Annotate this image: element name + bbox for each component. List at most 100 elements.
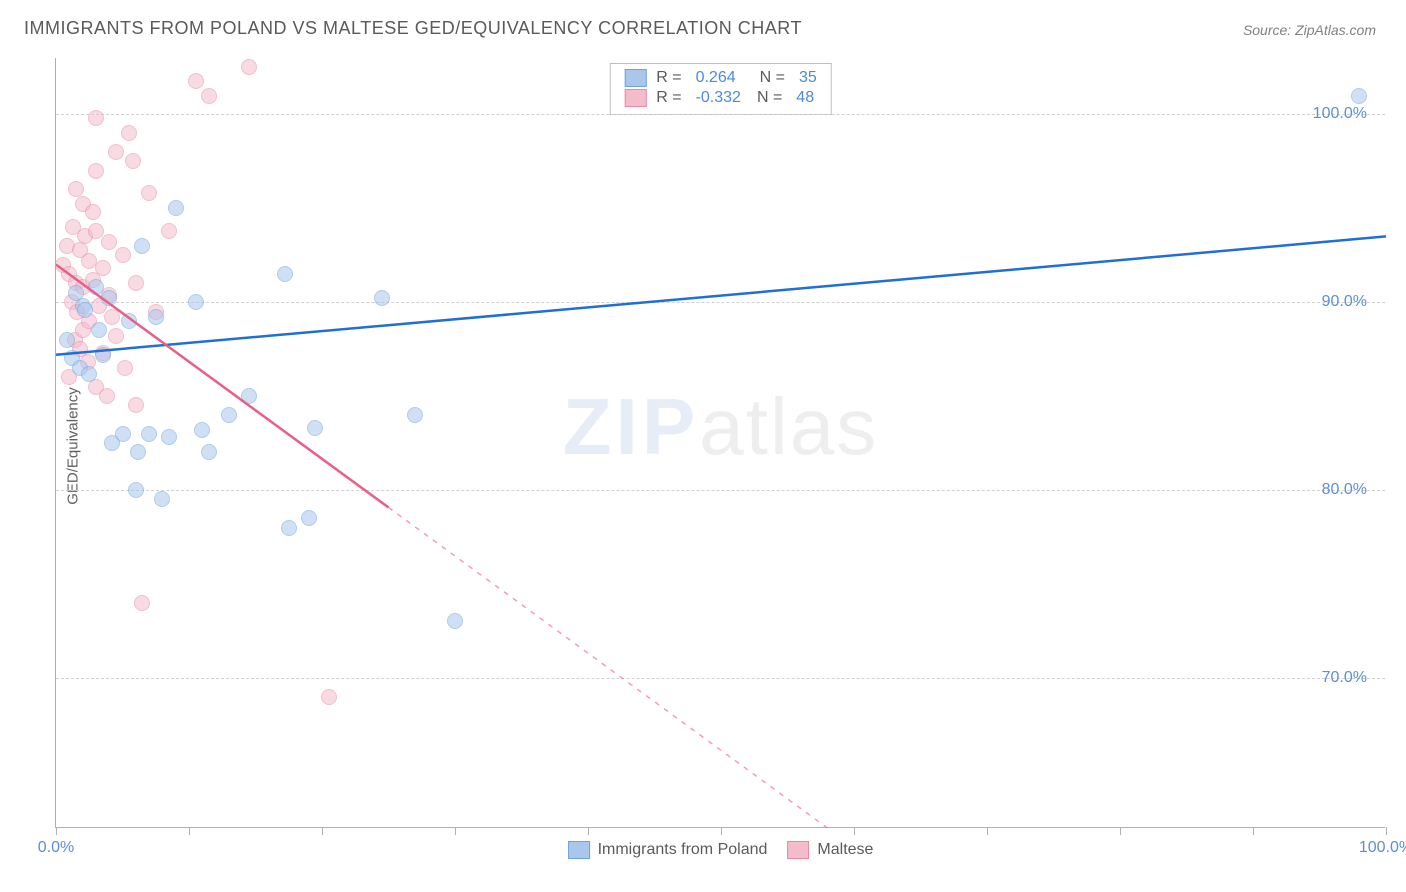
scatter-point-poland <box>128 482 144 498</box>
stats-box: R = 0.264 N = 35 R = -0.332 N = 48 <box>609 63 832 115</box>
stats-r-poland: 0.264 <box>696 69 736 87</box>
scatter-point-poland <box>154 491 170 507</box>
legend-label-poland: Immigrants from Poland <box>598 841 768 859</box>
scatter-point-poland <box>141 426 157 442</box>
scatter-point-poland <box>59 332 75 348</box>
x-tick <box>322 827 323 835</box>
scatter-point-maltese <box>117 360 133 376</box>
scatter-point-poland <box>88 279 104 295</box>
scatter-point-poland <box>188 294 204 310</box>
watermark-zip: ZIP <box>563 382 699 471</box>
scatter-point-poland <box>115 426 131 442</box>
scatter-point-poland <box>447 613 463 629</box>
trendline-dashed-maltese <box>389 507 828 828</box>
scatter-point-maltese <box>128 275 144 291</box>
stats-r-label: R = <box>656 89 681 107</box>
y-tick-label: 70.0% <box>1322 669 1367 687</box>
gridline <box>56 114 1385 115</box>
scatter-point-maltese <box>95 260 111 276</box>
y-tick-label: 90.0% <box>1322 293 1367 311</box>
stats-r-label: R = <box>656 69 681 87</box>
x-tick <box>987 827 988 835</box>
legend-label-maltese: Maltese <box>817 841 873 859</box>
stats-row-poland: R = 0.264 N = 35 <box>624 68 817 88</box>
scatter-point-poland <box>277 266 293 282</box>
scatter-point-maltese <box>161 223 177 239</box>
scatter-point-maltese <box>108 328 124 344</box>
x-tick <box>189 827 190 835</box>
swatch-maltese <box>787 841 809 859</box>
x-tick-label: 100.0% <box>1359 839 1406 857</box>
scatter-point-maltese <box>99 388 115 404</box>
scatter-point-poland <box>1351 88 1367 104</box>
gridline <box>56 302 1385 303</box>
watermark-atlas: atlas <box>699 382 878 471</box>
gridline <box>56 490 1385 491</box>
scatter-point-maltese <box>85 204 101 220</box>
scatter-point-maltese <box>88 110 104 126</box>
gridline <box>56 678 1385 679</box>
x-tick <box>56 827 57 835</box>
scatter-point-poland <box>307 420 323 436</box>
scatter-point-maltese <box>321 689 337 705</box>
scatter-point-poland <box>407 407 423 423</box>
stats-r-maltese: -0.332 <box>696 89 741 107</box>
stats-n-maltese: 48 <box>796 89 814 107</box>
scatter-point-maltese <box>141 185 157 201</box>
scatter-point-maltese <box>88 163 104 179</box>
stats-row-maltese: R = -0.332 N = 48 <box>624 88 817 108</box>
scatter-point-maltese <box>241 59 257 75</box>
scatter-point-poland <box>130 444 146 460</box>
plot-area: ZIPatlas R = 0.264 N = 35 R = -0.332 N =… <box>55 58 1385 828</box>
x-tick <box>455 827 456 835</box>
scatter-point-poland <box>134 238 150 254</box>
x-tick <box>1120 827 1121 835</box>
scatter-point-maltese <box>104 309 120 325</box>
trendline-poland <box>56 236 1386 354</box>
scatter-point-maltese <box>68 181 84 197</box>
legend-item-maltese: Maltese <box>787 841 873 859</box>
chart-title: IMMIGRANTS FROM POLAND VS MALTESE GED/EQ… <box>24 18 802 39</box>
bottom-legend: Immigrants from Poland Maltese <box>568 841 874 859</box>
scatter-point-poland <box>374 290 390 306</box>
y-tick-label: 80.0% <box>1322 481 1367 499</box>
scatter-point-maltese <box>108 144 124 160</box>
scatter-point-maltese <box>88 223 104 239</box>
swatch-maltese <box>624 89 646 107</box>
swatch-poland <box>568 841 590 859</box>
scatter-point-poland <box>194 422 210 438</box>
source-label: Source: ZipAtlas.com <box>1243 22 1376 38</box>
scatter-point-poland <box>221 407 237 423</box>
scatter-point-poland <box>121 313 137 329</box>
swatch-poland <box>624 69 646 87</box>
scatter-point-maltese <box>121 125 137 141</box>
scatter-point-poland <box>148 309 164 325</box>
x-tick <box>588 827 589 835</box>
x-tick <box>854 827 855 835</box>
watermark: ZIPatlas <box>563 381 878 473</box>
x-tick <box>1253 827 1254 835</box>
x-tick <box>721 827 722 835</box>
scatter-point-maltese <box>134 595 150 611</box>
scatter-point-poland <box>168 200 184 216</box>
scatter-point-poland <box>81 366 97 382</box>
scatter-point-poland <box>77 302 93 318</box>
scatter-point-poland <box>281 520 297 536</box>
scatter-point-maltese <box>101 234 117 250</box>
x-tick <box>1386 827 1387 835</box>
x-tick-label: 0.0% <box>38 839 74 857</box>
scatter-point-poland <box>201 444 217 460</box>
scatter-point-poland <box>241 388 257 404</box>
stats-n-label: N = <box>757 89 782 107</box>
scatter-point-maltese <box>128 397 144 413</box>
legend-item-poland: Immigrants from Poland <box>568 841 768 859</box>
scatter-point-poland <box>101 290 117 306</box>
scatter-point-poland <box>161 429 177 445</box>
scatter-point-poland <box>95 347 111 363</box>
scatter-point-poland <box>91 322 107 338</box>
scatter-point-maltese <box>201 88 217 104</box>
scatter-point-maltese <box>188 73 204 89</box>
scatter-point-poland <box>301 510 317 526</box>
stats-n-label: N = <box>760 69 785 87</box>
scatter-point-maltese <box>125 153 141 169</box>
